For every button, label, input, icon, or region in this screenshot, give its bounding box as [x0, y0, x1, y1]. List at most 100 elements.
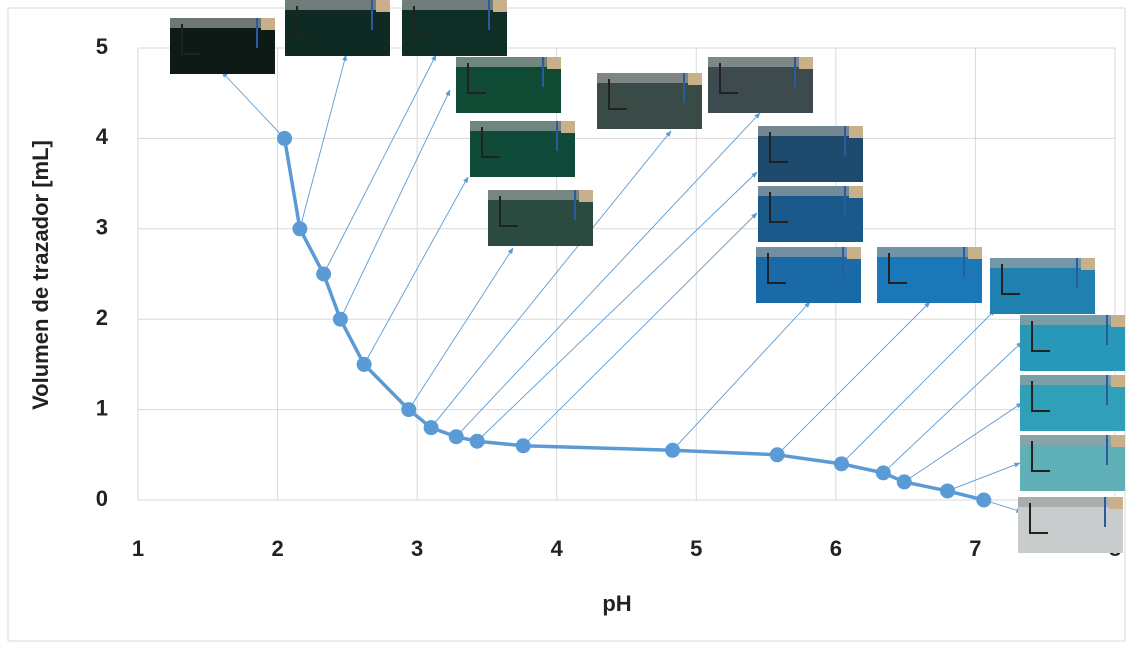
- photo-tag: [493, 0, 507, 12]
- photo-tag: [579, 190, 593, 202]
- data-point: [292, 221, 308, 237]
- x-tick-label: 2: [271, 536, 283, 561]
- photo-tag: [847, 247, 861, 259]
- photo-top: [758, 126, 863, 136]
- photo-tag: [1081, 258, 1095, 270]
- photo-probe: [769, 192, 788, 223]
- photo-probe: [1031, 381, 1050, 412]
- photo-tag: [1111, 375, 1125, 387]
- photo-probe: [481, 127, 500, 158]
- photo-top: [708, 57, 813, 67]
- arrow: [903, 402, 1023, 483]
- photo-tag: [799, 57, 813, 69]
- photo-tag: [968, 247, 982, 259]
- data-point: [515, 438, 531, 454]
- photo-top: [877, 247, 982, 257]
- photo-top: [1020, 375, 1125, 385]
- y-tick-label: 4: [96, 124, 109, 149]
- photo-top: [456, 57, 561, 67]
- arrow: [299, 54, 347, 229]
- data-point: [469, 433, 485, 449]
- data-point: [940, 483, 956, 499]
- photo-tag: [849, 186, 863, 198]
- y-tick-label: 0: [96, 486, 108, 511]
- data-point: [332, 311, 348, 327]
- arrow: [221, 71, 285, 139]
- photo-probe: [1029, 503, 1048, 534]
- photo-tag: [849, 126, 863, 138]
- arrow: [339, 89, 451, 320]
- photo-probe: [888, 253, 907, 284]
- arrow: [883, 341, 1023, 474]
- photo-tag: [1109, 497, 1123, 509]
- data-point: [448, 429, 464, 445]
- photo-probe: [1001, 264, 1020, 295]
- photo-tag: [261, 18, 275, 30]
- arrow: [408, 247, 514, 410]
- photo-top: [285, 0, 390, 10]
- data-point: [833, 456, 849, 472]
- photo-tag: [376, 0, 390, 12]
- photo-probe: [1031, 441, 1050, 472]
- arrow: [672, 301, 811, 451]
- photo-top: [756, 247, 861, 257]
- arrow: [430, 130, 672, 428]
- chart-frame: [7, 7, 1126, 642]
- x-axis-label: pH: [602, 591, 631, 616]
- y-tick-label: 5: [96, 34, 108, 59]
- photo-probe: [719, 63, 738, 94]
- photo-tag: [1111, 315, 1125, 327]
- photo-top: [1020, 315, 1125, 325]
- x-tick-label: 3: [411, 536, 423, 561]
- photo-probe: [767, 253, 786, 284]
- arrow: [363, 176, 469, 365]
- photo-top: [990, 258, 1095, 268]
- photo-tag: [688, 73, 702, 85]
- x-tick-label: 6: [830, 536, 842, 561]
- arrow: [522, 212, 758, 447]
- arrow: [776, 301, 931, 456]
- x-tick-label: 7: [969, 536, 981, 561]
- data-point: [277, 130, 293, 146]
- photo-probe: [296, 6, 315, 37]
- arrow: [841, 309, 996, 465]
- photo-tag: [1111, 435, 1125, 447]
- data-point: [316, 266, 332, 282]
- y-axis-label: Volumen de trazador [mL]: [28, 140, 53, 410]
- photo-top: [470, 121, 575, 131]
- photo-top: [488, 190, 593, 200]
- photo-top: [758, 186, 863, 196]
- photo-tag: [547, 57, 561, 69]
- photo-top: [170, 18, 275, 28]
- arrow: [476, 171, 758, 442]
- data-point: [875, 465, 891, 481]
- photo-top: [1020, 435, 1125, 445]
- y-tick-label: 2: [96, 305, 108, 330]
- photo-probe: [181, 24, 200, 55]
- photo-top: [402, 0, 507, 10]
- photo-probe: [769, 132, 788, 163]
- photo-tag: [561, 121, 575, 133]
- data-point: [423, 420, 439, 436]
- data-point: [401, 402, 417, 418]
- data-point: [356, 356, 372, 372]
- x-tick-label: 1: [132, 536, 144, 561]
- photo-probe: [499, 196, 518, 227]
- arrow: [323, 54, 437, 275]
- data-point: [769, 447, 785, 463]
- y-tick-label: 1: [96, 395, 108, 420]
- data-point: [896, 474, 912, 490]
- data-point: [665, 442, 681, 458]
- arrow: [455, 112, 761, 438]
- photo-probe: [467, 63, 486, 94]
- arrow: [947, 462, 1021, 492]
- photo-probe: [608, 79, 627, 110]
- photo-probe: [1031, 321, 1050, 352]
- x-tick-label: 5: [690, 536, 702, 561]
- photo-probe: [413, 6, 432, 37]
- y-tick-label: 3: [96, 215, 108, 240]
- data-point: [976, 492, 992, 508]
- photo-top: [1018, 497, 1123, 507]
- photo-top: [597, 73, 702, 83]
